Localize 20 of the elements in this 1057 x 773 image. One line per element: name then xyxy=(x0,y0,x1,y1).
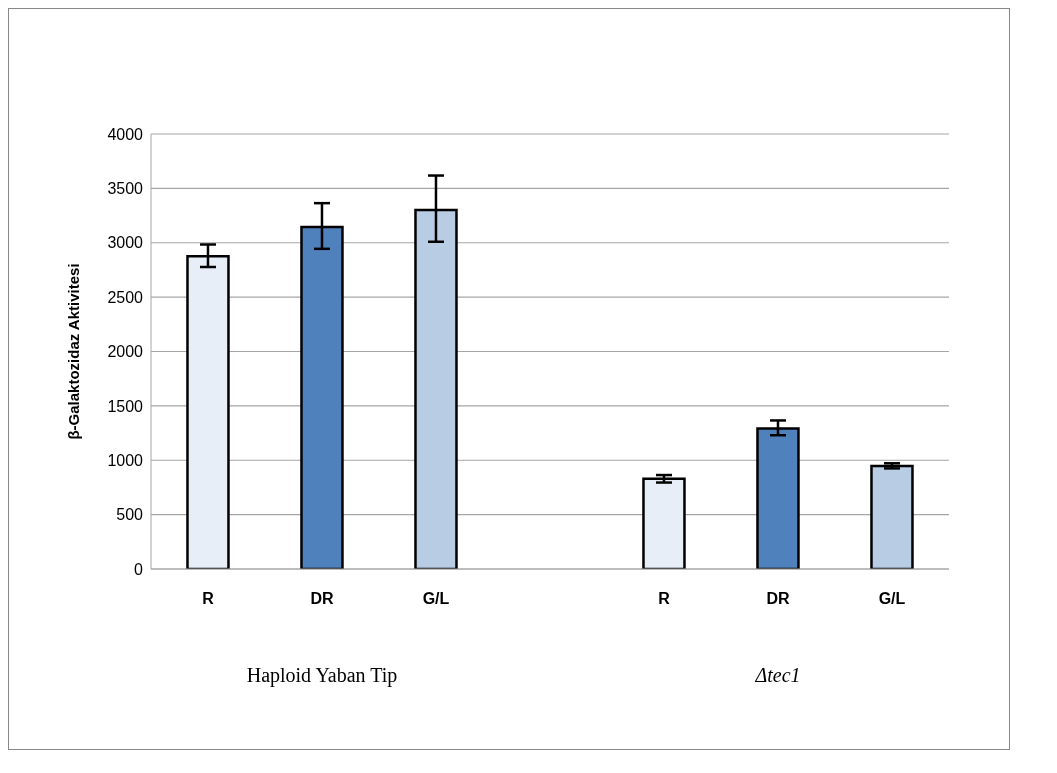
x-tick-label: G/L xyxy=(878,590,906,608)
y-tick-label: 1500 xyxy=(107,397,144,415)
bar xyxy=(642,477,686,569)
y-tick-label: 1000 xyxy=(107,451,144,469)
x-tick-label: DR xyxy=(766,590,790,608)
y-tick-label: 500 xyxy=(116,506,144,524)
y-tick-label: 4000 xyxy=(107,125,144,143)
y-tick-label: 3500 xyxy=(107,180,144,198)
text: Δtec1 xyxy=(754,664,802,687)
y-tick-label: 3000 xyxy=(107,234,144,252)
x-tick-label: R xyxy=(202,590,215,608)
text: Haploid Yaban Tip xyxy=(245,664,399,687)
x-tick-label: G/L xyxy=(422,590,450,608)
x-tick-label: DR xyxy=(310,590,334,608)
y-tick-label: 2000 xyxy=(107,343,144,361)
y-axis-title: β-Galaktozidaz Aktivitesi xyxy=(65,263,83,440)
x-tick-label: R xyxy=(658,590,671,608)
y-tick-label: 2500 xyxy=(107,288,144,306)
y-tick-label: 0 xyxy=(134,560,144,578)
bar xyxy=(870,464,914,569)
